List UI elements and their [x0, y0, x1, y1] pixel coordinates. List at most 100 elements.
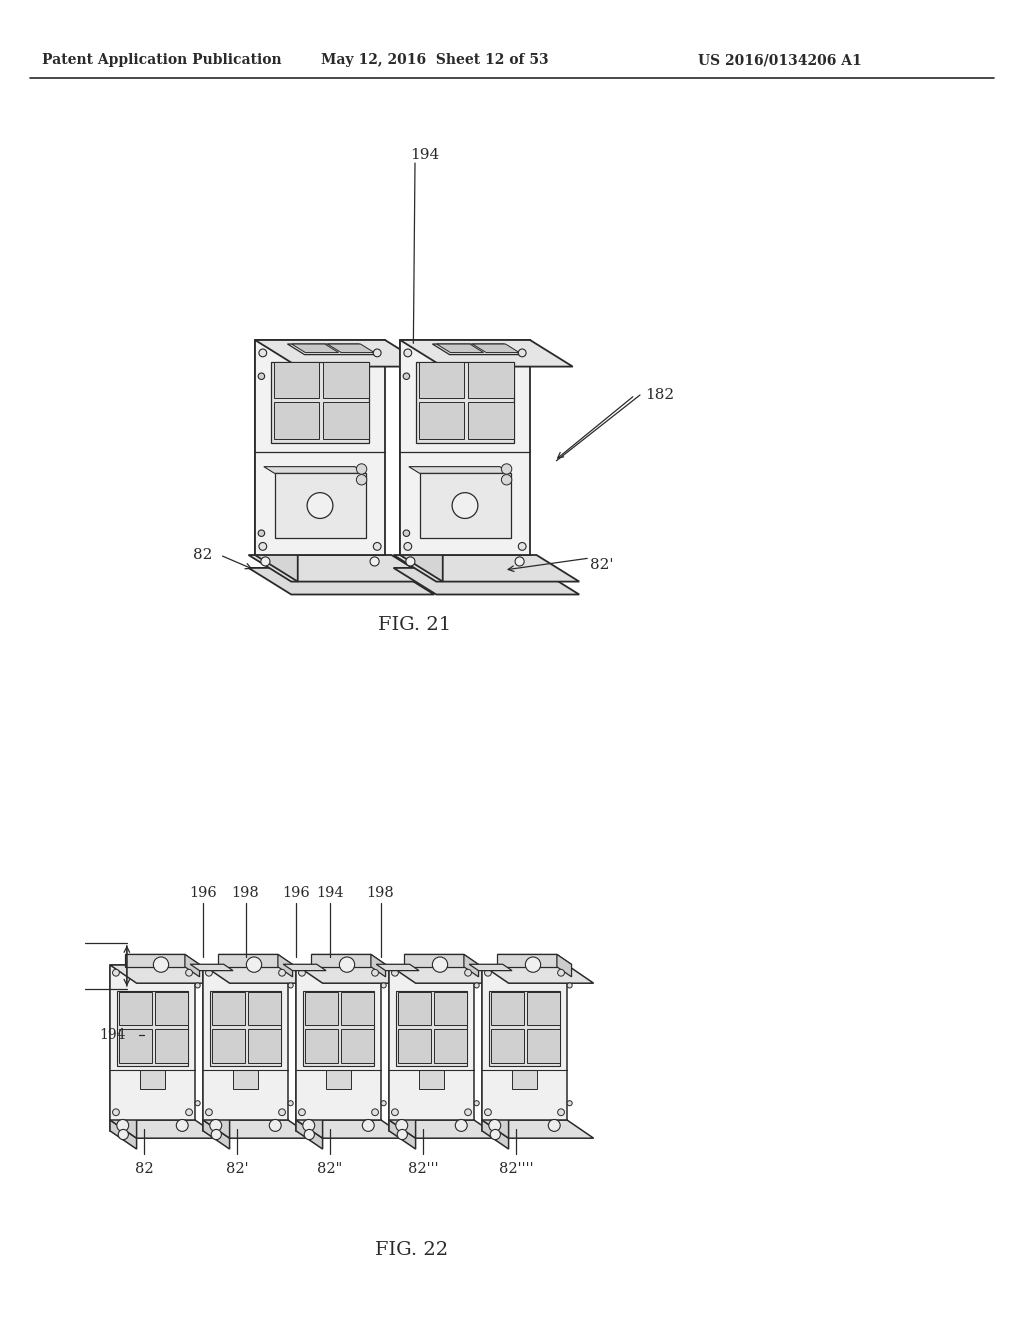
- Circle shape: [299, 1109, 305, 1115]
- Polygon shape: [110, 1119, 221, 1138]
- Circle shape: [288, 1101, 293, 1106]
- Text: 82': 82': [225, 1163, 248, 1176]
- Polygon shape: [400, 341, 442, 582]
- Circle shape: [196, 1101, 201, 1106]
- Polygon shape: [305, 993, 338, 1026]
- Polygon shape: [393, 568, 580, 594]
- Polygon shape: [248, 993, 281, 1026]
- Circle shape: [372, 969, 379, 977]
- Polygon shape: [288, 345, 376, 355]
- Polygon shape: [482, 965, 509, 1138]
- Circle shape: [196, 983, 201, 987]
- Circle shape: [339, 957, 354, 973]
- Circle shape: [502, 463, 512, 474]
- Circle shape: [176, 1119, 188, 1131]
- Polygon shape: [396, 991, 467, 1065]
- Circle shape: [259, 543, 266, 550]
- Polygon shape: [398, 993, 431, 1026]
- Polygon shape: [218, 954, 293, 965]
- Polygon shape: [389, 965, 416, 1138]
- Polygon shape: [273, 362, 319, 399]
- Polygon shape: [498, 954, 557, 966]
- Polygon shape: [371, 954, 386, 977]
- Polygon shape: [420, 474, 511, 537]
- Polygon shape: [341, 1030, 374, 1063]
- Text: May 12, 2016  Sheet 12 of 53: May 12, 2016 Sheet 12 of 53: [322, 53, 549, 67]
- Polygon shape: [210, 991, 282, 1065]
- Polygon shape: [311, 954, 386, 965]
- Polygon shape: [255, 341, 298, 582]
- Polygon shape: [190, 964, 233, 970]
- Polygon shape: [311, 954, 371, 966]
- Polygon shape: [155, 1030, 187, 1063]
- Text: 82: 82: [135, 1163, 154, 1176]
- Text: 194: 194: [411, 148, 439, 162]
- Polygon shape: [341, 993, 374, 1026]
- Circle shape: [288, 983, 293, 987]
- Polygon shape: [433, 993, 467, 1026]
- Circle shape: [356, 475, 367, 484]
- Polygon shape: [490, 993, 524, 1026]
- Polygon shape: [203, 965, 229, 1138]
- Text: 196: 196: [283, 886, 310, 900]
- Polygon shape: [389, 965, 474, 1119]
- Text: 198: 198: [367, 886, 394, 900]
- Polygon shape: [203, 1119, 229, 1148]
- Circle shape: [185, 1109, 193, 1115]
- Polygon shape: [110, 1119, 136, 1148]
- Circle shape: [502, 475, 512, 484]
- Polygon shape: [212, 1030, 245, 1063]
- Polygon shape: [526, 1030, 560, 1063]
- Polygon shape: [398, 1030, 431, 1063]
- Polygon shape: [278, 954, 293, 977]
- Polygon shape: [436, 345, 483, 352]
- Polygon shape: [482, 965, 567, 1119]
- Polygon shape: [110, 965, 195, 1119]
- Circle shape: [406, 557, 415, 566]
- Polygon shape: [284, 964, 326, 970]
- Circle shape: [391, 1109, 398, 1115]
- Text: 82'''': 82'''': [499, 1163, 534, 1176]
- Circle shape: [456, 1119, 467, 1131]
- Polygon shape: [296, 1119, 323, 1148]
- Circle shape: [403, 529, 410, 536]
- Circle shape: [453, 492, 478, 519]
- Circle shape: [304, 1130, 314, 1139]
- Circle shape: [279, 969, 286, 977]
- Polygon shape: [389, 1119, 474, 1131]
- Polygon shape: [139, 1071, 165, 1089]
- Polygon shape: [482, 965, 594, 983]
- Circle shape: [206, 1109, 212, 1115]
- Polygon shape: [155, 993, 187, 1026]
- Polygon shape: [432, 345, 521, 355]
- Circle shape: [403, 374, 410, 379]
- Polygon shape: [110, 1119, 195, 1131]
- Circle shape: [490, 1130, 501, 1139]
- Polygon shape: [203, 1119, 288, 1131]
- Polygon shape: [419, 1071, 444, 1089]
- Circle shape: [396, 1119, 408, 1131]
- Polygon shape: [472, 345, 519, 352]
- Polygon shape: [488, 991, 560, 1065]
- Polygon shape: [512, 1071, 538, 1089]
- Circle shape: [374, 543, 381, 550]
- Polygon shape: [468, 403, 514, 438]
- Text: 82''': 82''': [408, 1163, 438, 1176]
- Polygon shape: [125, 954, 200, 965]
- Circle shape: [247, 957, 262, 973]
- Polygon shape: [296, 965, 408, 983]
- Text: 194: 194: [99, 1028, 126, 1041]
- Polygon shape: [419, 403, 464, 438]
- Polygon shape: [469, 964, 512, 970]
- Text: FIG. 21: FIG. 21: [379, 616, 452, 634]
- Circle shape: [370, 557, 379, 566]
- Polygon shape: [404, 954, 464, 966]
- Circle shape: [261, 557, 270, 566]
- Polygon shape: [296, 1119, 381, 1131]
- Circle shape: [374, 348, 381, 356]
- Text: 82: 82: [193, 548, 212, 562]
- Polygon shape: [389, 965, 501, 983]
- Circle shape: [518, 543, 526, 550]
- Polygon shape: [212, 993, 245, 1026]
- Polygon shape: [557, 954, 571, 977]
